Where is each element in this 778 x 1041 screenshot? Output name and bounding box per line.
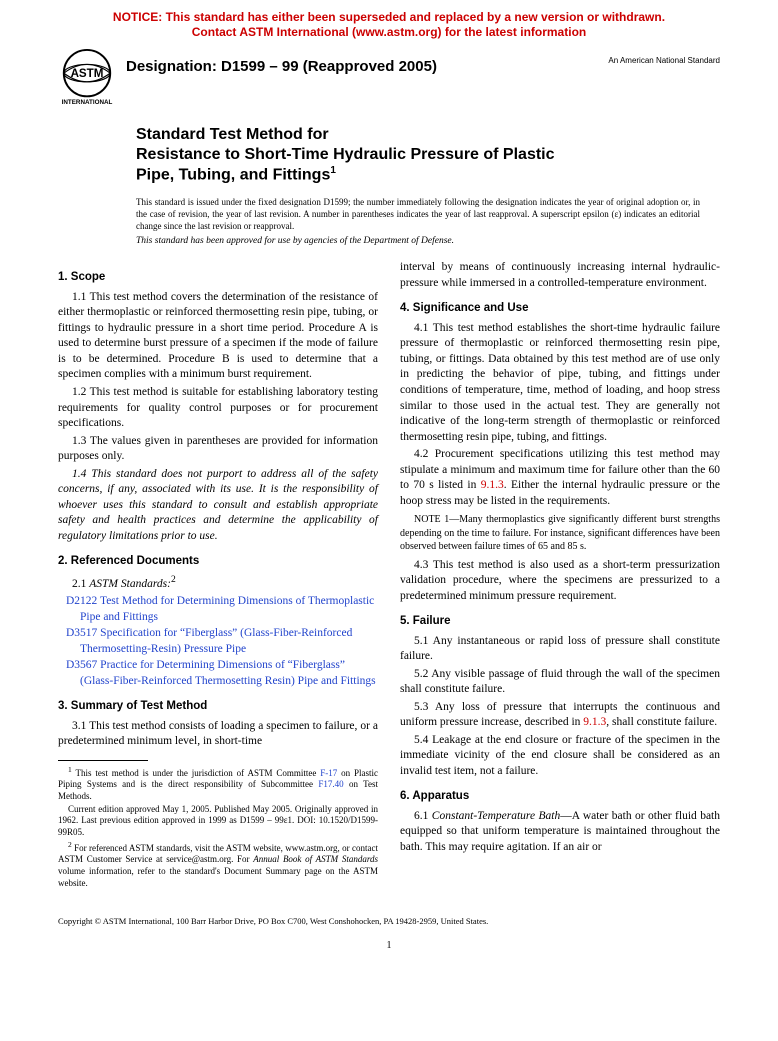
sec5-head: 5. Failure	[400, 614, 720, 630]
body-columns: 1. Scope 1.1 This test method covers the…	[58, 260, 720, 889]
sec6-p1: 6.1 Constant-Temperature Bath—A water ba…	[400, 809, 720, 856]
sec1-p1: 1.1 This test method covers the determin…	[58, 290, 378, 383]
notice-line2: Contact ASTM International (www.astm.org…	[192, 25, 586, 39]
sec1-p4: 1.4 This standard does not purport to ad…	[58, 467, 378, 545]
sec4-note: NOTE 1—Many thermoplastics give signific…	[400, 513, 720, 554]
title-block: Standard Test Method for Resistance to S…	[136, 125, 720, 185]
footnote-block: 1 This test method is under the jurisdic…	[58, 760, 378, 890]
sec6-head: 6. Apparatus	[400, 789, 720, 805]
sec4-p3: 4.3 This test method is also used as a s…	[400, 558, 720, 605]
header-row: ASTM INTERNATIONAL Designation: D1599 – …	[58, 48, 720, 111]
sec2-sub: 2.1 ASTM Standards:2	[58, 574, 378, 592]
document-page: NOTICE: This standard has either been su…	[0, 0, 778, 971]
title-line1: Standard Test Method for	[136, 125, 720, 145]
sec4-p1: 4.1 This test method establishes the sho…	[400, 321, 720, 445]
sec4-head: 4. Significance and Use	[400, 301, 720, 317]
sec1-p2: 1.2 This test method is suitable for est…	[58, 385, 378, 432]
sec3-p1a: 3.1 This test method consists of loading…	[58, 719, 378, 750]
sec1-p3: 1.3 The values given in parentheses are …	[58, 434, 378, 465]
sec3-head: 3. Summary of Test Method	[58, 699, 378, 715]
page-number: 1	[58, 940, 720, 951]
astm-logo: ASTM INTERNATIONAL	[58, 48, 116, 111]
sec5-p4: 5.4 Leakage at the end closure or fractu…	[400, 733, 720, 780]
dod-note: This standard has been approved for use …	[136, 236, 720, 246]
designation-text: Designation: D1599 – 99 (Reapproved 2005…	[126, 58, 608, 75]
sec2-head: 2. Referenced Documents	[58, 554, 378, 570]
issue-note: This standard is issued under the fixed …	[136, 197, 720, 232]
notice-line1: NOTICE: This standard has either been su…	[113, 10, 665, 24]
sec3-p1b: interval by means of continuously increa…	[400, 260, 720, 291]
notice-banner: NOTICE: This standard has either been su…	[58, 10, 720, 40]
copyright-line: Copyright © ASTM International, 100 Barr…	[58, 916, 720, 926]
sec4-p2: 4.2 Procurement specifications utilizing…	[400, 447, 720, 509]
title-line2: Resistance to Short-Time Hydraulic Press…	[136, 145, 720, 165]
footnote-1: 1 This test method is under the jurisdic…	[58, 765, 378, 803]
svg-text:INTERNATIONAL: INTERNATIONAL	[62, 99, 113, 106]
sec5-p1: 5.1 Any instantaneous or rapid loss of p…	[400, 634, 720, 665]
ref-d3567[interactable]: D3567 Practice for Determining Dimension…	[80, 658, 378, 689]
ans-note: An American National Standard	[608, 56, 720, 65]
sec5-p2: 5.2 Any visible passage of fluid through…	[400, 667, 720, 698]
svg-text:ASTM: ASTM	[71, 67, 104, 80]
footnote-2: 2 For referenced ASTM standards, visit t…	[58, 840, 378, 890]
sec5-p3: 5.3 Any loss of pressure that interrupts…	[400, 700, 720, 731]
ref-d3517[interactable]: D3517 Specification for “Fiberglass” (Gl…	[80, 626, 378, 657]
footnote-rule	[58, 760, 148, 761]
title-line3: Pipe, Tubing, and Fittings1	[136, 165, 720, 185]
ref-d2122[interactable]: D2122 Test Method for Determining Dimens…	[80, 594, 378, 625]
footnote-1b: Current edition approved May 1, 2005. Pu…	[58, 804, 378, 839]
sec1-head: 1. Scope	[58, 270, 378, 286]
